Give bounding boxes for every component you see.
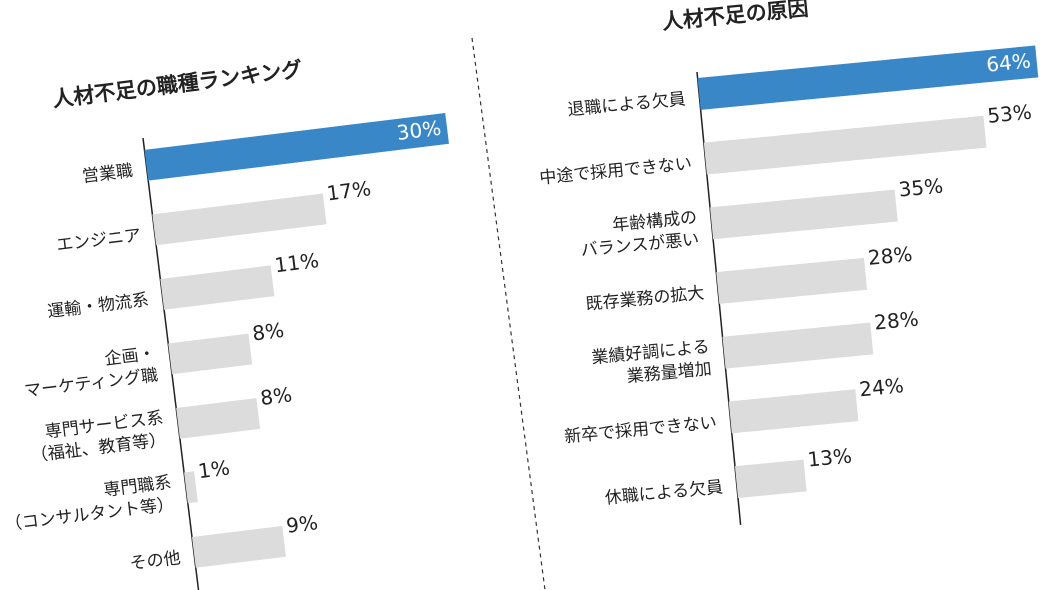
chart-title: 人材不足の職種ランキング	[51, 57, 303, 111]
bar	[734, 459, 807, 499]
bar	[728, 389, 859, 434]
category-label: 年齢構成のバランスが悪い	[578, 208, 700, 261]
category-label: エンジニア	[55, 226, 142, 256]
category-label: 休職による欠員	[604, 477, 724, 508]
bar	[703, 115, 987, 175]
category-label: 既存業務の拡大	[585, 283, 705, 314]
bar	[716, 257, 868, 304]
value-label: 28%	[873, 306, 920, 334]
category-label: 業績好調による業務量増加	[591, 337, 713, 390]
value-label: 17%	[325, 176, 372, 205]
axis-line	[142, 137, 200, 590]
category-label: 新卒で採用できない	[563, 413, 717, 448]
category-label: 退職による欠員	[567, 89, 687, 120]
axis-line	[696, 71, 742, 525]
category-label: 中途で採用できない	[539, 154, 693, 189]
bar	[168, 333, 253, 375]
value-label: 8%	[251, 318, 285, 346]
value-label: 1%	[197, 455, 231, 483]
value-label: 8%	[259, 382, 293, 410]
value-label: 28%	[867, 242, 914, 270]
bar	[176, 398, 261, 439]
bar	[697, 45, 1039, 110]
value-label: 24%	[858, 373, 905, 401]
divider	[471, 37, 546, 590]
bar	[191, 525, 286, 568]
bar	[152, 193, 327, 246]
category-label: 運輸・物流系	[46, 290, 150, 322]
value-label: 30%	[395, 116, 442, 145]
bar	[722, 322, 874, 369]
chart-title: 人材不足の原因	[661, 0, 810, 34]
bar	[710, 189, 898, 240]
value-label: 35%	[898, 174, 945, 202]
category-label: 企画・マーケティング職	[21, 344, 160, 402]
category-label: 専門サービス系（福祉、教育等）	[27, 408, 167, 466]
bar	[144, 112, 449, 181]
value-label: 9%	[285, 510, 319, 538]
category-label: その他	[129, 548, 182, 574]
value-label: 64%	[985, 49, 1032, 77]
bar	[160, 265, 275, 310]
bar	[184, 471, 198, 504]
value-label: 53%	[986, 100, 1033, 128]
category-label: 営業職	[81, 161, 134, 187]
value-label: 13%	[806, 443, 853, 471]
category-label: 専門職系（コンサルタント等）	[1, 473, 175, 535]
value-label: 11%	[273, 248, 320, 277]
